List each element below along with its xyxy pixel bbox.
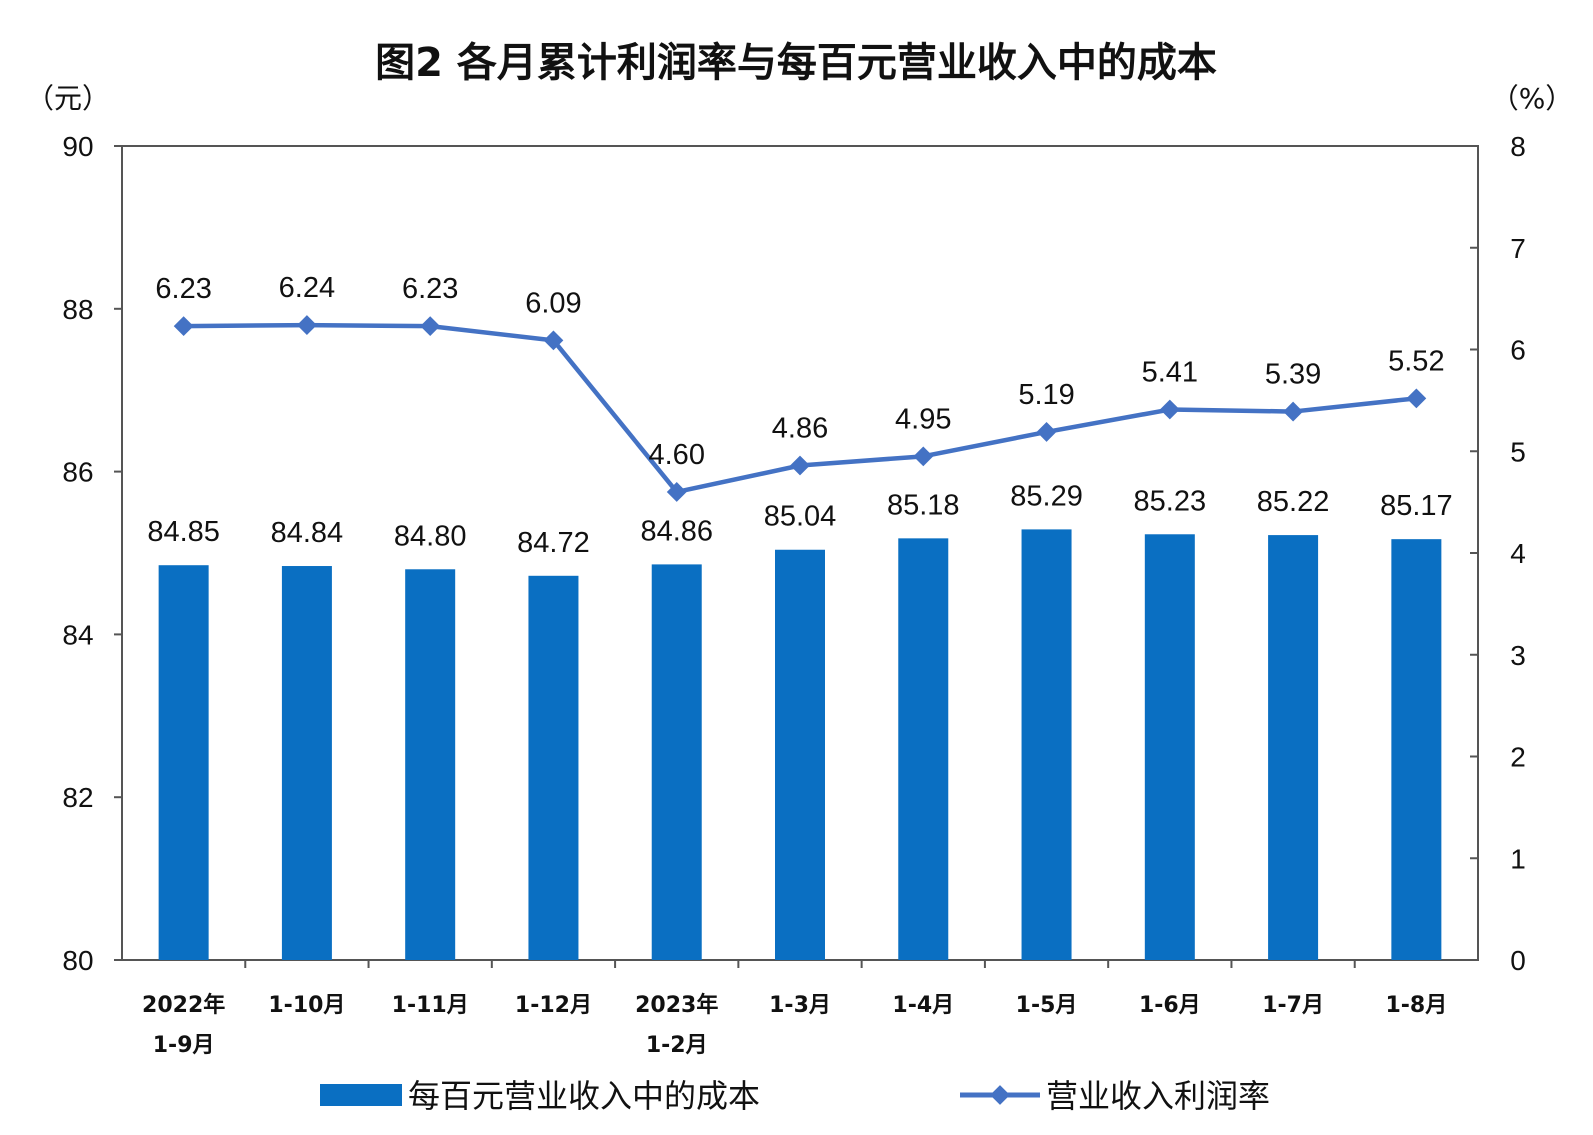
- profit-rate-value-label: 6.23: [402, 273, 458, 305]
- profit-rate-value-label: 6.09: [525, 287, 581, 319]
- profit-rate-marker: [543, 330, 564, 351]
- profit-rate-marker: [1406, 388, 1427, 409]
- right-axis-tick-label: 5: [1510, 436, 1526, 467]
- profit-rate-value-label: 5.19: [1018, 379, 1074, 411]
- profit-rate-marker: [790, 455, 810, 476]
- profit-rate-value-label: 4.60: [649, 439, 705, 471]
- legend-bar-label: 每百元营业收入中的成本: [408, 1077, 760, 1115]
- x-axis-category-label: 1-2月: [646, 1033, 708, 1058]
- right-axis-unit: （%）: [1491, 82, 1574, 115]
- profit-rate-value-label: 5.39: [1265, 359, 1321, 391]
- right-axis-tick-label: 1: [1510, 843, 1526, 874]
- left-axis-tick-label: 90: [62, 131, 93, 162]
- right-axis-tick-label: 4: [1510, 538, 1526, 569]
- right-axis-tick-label: 8: [1510, 131, 1526, 162]
- cost-bar-value-label: 84.86: [640, 515, 713, 547]
- cost-bar-value-label: 85.04: [764, 501, 837, 533]
- cost-bar-value-label: 84.80: [394, 520, 467, 552]
- right-axis-tick-label: 6: [1510, 335, 1526, 366]
- profit-rate-marker: [297, 315, 317, 335]
- profit-rate-marker: [420, 316, 441, 336]
- profit-rate-marker: [173, 316, 194, 336]
- cost-bar: [1391, 539, 1442, 960]
- x-axis-category-label: 1-11月: [392, 993, 469, 1018]
- left-axis-tick-label: 80: [62, 945, 93, 976]
- cost-bar-value-label: 84.85: [147, 516, 220, 548]
- profit-rate-marker: [666, 482, 687, 502]
- right-axis-tick-label: 0: [1510, 945, 1526, 976]
- cost-bar: [1144, 534, 1195, 960]
- x-axis-category-label: 1-10月: [268, 993, 345, 1018]
- cost-bar-value-label: 84.84: [271, 517, 344, 549]
- legend-bar-swatch: [320, 1084, 402, 1106]
- left-axis-tick-label: 86: [62, 457, 93, 488]
- profit-rate-value-label: 5.52: [1388, 345, 1444, 377]
- cost-bar: [1268, 535, 1319, 960]
- x-axis-category-label: 1-9月: [153, 1033, 215, 1058]
- legend: 每百元营业收入中的成本 营业收入利润率: [320, 1077, 1270, 1115]
- cost-bar-value-label: 84.72: [517, 527, 590, 559]
- cost-bar-value-label: 85.22: [1257, 486, 1330, 518]
- profit-rate-value-label: 6.24: [279, 272, 335, 304]
- cost-bar: [528, 575, 579, 960]
- x-axis-category-label: 1-5月: [1016, 993, 1078, 1018]
- x-axis-category-label: 1-12月: [515, 993, 592, 1018]
- cost-bar: [651, 564, 702, 960]
- profit-rate-marker: [913, 446, 934, 467]
- left-axis-tick-label: 84: [62, 619, 93, 650]
- right-axis-tick-label: 3: [1510, 640, 1526, 671]
- x-axis-category-label: 1-4月: [892, 993, 954, 1018]
- x-axis-category-label: 1-3月: [769, 993, 831, 1018]
- profit-rate-marker: [1159, 399, 1180, 420]
- profit-rate-marker: [1036, 422, 1057, 442]
- right-axis-tick-label: 7: [1510, 233, 1526, 264]
- cost-bar: [775, 549, 825, 960]
- profit-rate-value-label: 6.23: [155, 273, 211, 305]
- profit-rate-value-label: 5.41: [1142, 357, 1198, 389]
- cost-bar: [898, 538, 949, 960]
- profit-rate-marker: [1283, 401, 1303, 422]
- legend-line-marker: [990, 1085, 1010, 1105]
- cost-bar-value-label: 85.18: [887, 489, 960, 521]
- plot-area: 80 82 84 86 88 90 0 1 2 3 4 5 6 7 8 2022年 1-9月 1-10月 1-11月…: [62, 131, 1525, 1058]
- cost-bar-value-label: 85.17: [1380, 490, 1453, 522]
- cost-bar: [281, 566, 332, 960]
- x-axis-category-label: 2022年: [142, 992, 225, 1018]
- cost-bar: [158, 565, 209, 960]
- legend-line-label: 营业收入利润率: [1046, 1077, 1270, 1115]
- cost-bar-value-label: 85.23: [1134, 485, 1207, 517]
- cost-bar: [1021, 529, 1072, 960]
- profit-rate-value-label: 4.86: [772, 412, 828, 444]
- profit-rate-value-label: 4.95: [895, 403, 951, 435]
- cost-bar: [405, 569, 456, 960]
- x-axis-category-label: 1-7月: [1262, 993, 1324, 1018]
- x-axis-category-label: 2023年: [635, 992, 718, 1018]
- chart-title: 图2 各月累计利润率与每百元营业收入中的成本: [375, 40, 1217, 86]
- cost-bar-value-label: 85.29: [1010, 480, 1083, 512]
- x-axis-category-label: 1-8月: [1385, 993, 1447, 1018]
- right-axis-tick-label: 2: [1510, 742, 1526, 773]
- left-axis-tick-label: 88: [62, 294, 93, 325]
- left-axis-tick-label: 82: [62, 782, 93, 813]
- left-axis-unit: （元）: [26, 82, 110, 115]
- x-axis-category-label: 1-6月: [1139, 993, 1201, 1018]
